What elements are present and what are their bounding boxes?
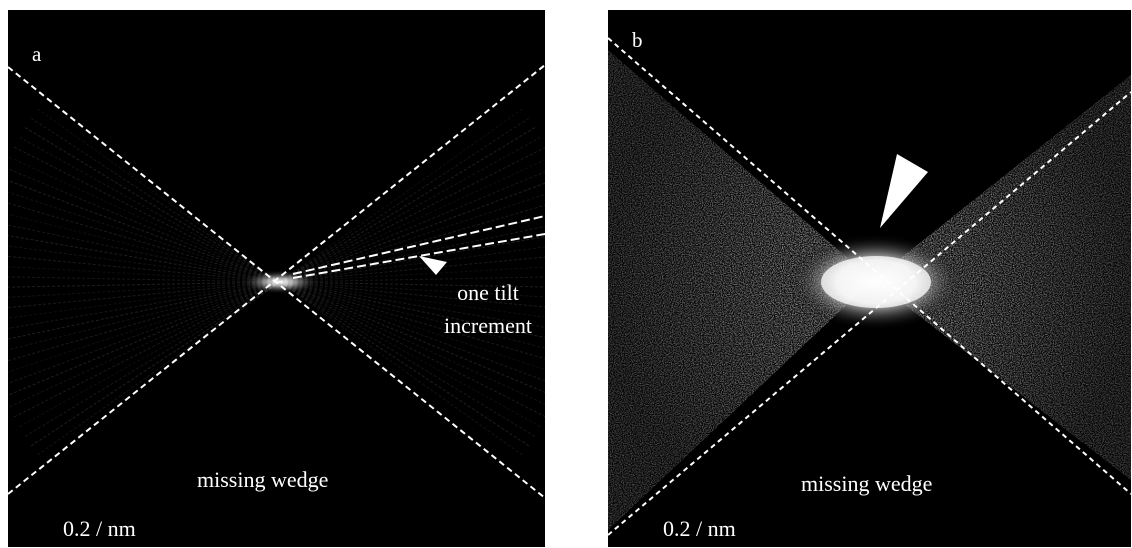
radial-streak — [279, 276, 545, 283]
radial-streak — [17, 281, 281, 429]
radial-streak — [8, 245, 281, 283]
radial-streak — [23, 281, 281, 438]
radial-streak — [8, 281, 281, 340]
radial-streak — [35, 107, 281, 283]
missing-wedge-label: missing wedge — [197, 467, 329, 492]
radial-streak — [279, 281, 545, 318]
radial-streak — [29, 116, 281, 283]
arrowhead-icon — [880, 154, 928, 228]
radial-streak — [279, 256, 545, 283]
radial-streak — [8, 180, 281, 283]
scale-label: 0.2 / nm — [63, 516, 136, 541]
radial-streak — [279, 281, 545, 360]
radial-streak — [8, 202, 281, 283]
tilt-increment-line — [292, 233, 545, 279]
radial-streak — [8, 281, 281, 329]
radial-streak — [279, 281, 545, 418]
annotation-line-1: one tilt — [457, 280, 519, 305]
radial-streak — [12, 281, 281, 419]
radial-streak — [279, 204, 545, 283]
radial-streak — [17, 135, 281, 283]
panel-b-graphic — [608, 37, 1131, 536]
radial-streak — [8, 281, 281, 396]
panel-label: b — [632, 28, 643, 52]
radial-streak — [279, 116, 531, 283]
radial-streak — [29, 281, 281, 448]
radial-streak — [279, 135, 543, 283]
scale-label: 0.2 / nm — [663, 516, 736, 541]
radial-streak — [8, 168, 281, 283]
central-bright-core — [821, 256, 931, 308]
radial-streak — [279, 281, 545, 339]
radial-streak — [8, 281, 281, 351]
tilt-increment-line — [292, 215, 545, 275]
radial-streak — [8, 281, 281, 288]
radial-streak — [279, 159, 545, 283]
radial-streak — [279, 182, 545, 283]
radial-streak — [8, 213, 281, 283]
central-bright-spot — [240, 270, 320, 294]
radial-streak — [8, 281, 281, 362]
wedge-boundary-line — [608, 37, 1131, 495]
radial-streak — [279, 281, 525, 457]
fft-panel-a: a one tilt increment missing wedge 0.2 /… — [8, 10, 545, 547]
radial-streak — [23, 126, 281, 283]
radial-streak — [8, 156, 281, 283]
radial-streak — [8, 235, 281, 283]
radial-streak — [279, 146, 545, 283]
radial-streak — [279, 281, 545, 349]
radial-streak — [279, 281, 545, 288]
radial-streak — [8, 276, 281, 283]
panel-label: a — [32, 42, 42, 66]
fft-panel-b: b missing wedge 0.2 / nm — [608, 10, 1131, 547]
radial-streak — [279, 281, 545, 382]
radial-streak — [279, 107, 525, 283]
radial-streak — [8, 191, 281, 283]
radial-streak — [279, 281, 545, 405]
radial-streak — [8, 224, 281, 283]
radial-streak — [279, 266, 545, 283]
radial-streak — [279, 281, 531, 448]
radial-streak — [8, 255, 281, 283]
radial-streak — [279, 281, 545, 308]
radial-streak — [8, 281, 281, 408]
radial-streak — [8, 281, 281, 373]
radial-streak — [279, 281, 545, 298]
radial-streak — [279, 225, 545, 283]
radial-streak — [279, 281, 545, 393]
radial-streak — [35, 281, 281, 457]
radial-streak — [8, 281, 281, 298]
missing-wedge-label: missing wedge — [801, 471, 933, 496]
arrowhead-icon — [419, 256, 447, 275]
radial-streak — [279, 281, 543, 429]
radial-streak — [279, 236, 545, 283]
radial-streak — [8, 266, 281, 283]
radial-streak — [8, 281, 281, 319]
wedge-boundary-line — [608, 91, 1131, 536]
radial-streak — [279, 281, 537, 438]
radial-streak — [279, 126, 537, 283]
radial-streak — [8, 281, 281, 384]
annotation-line-2: increment — [444, 313, 532, 338]
wedge-boundary-line — [8, 64, 545, 495]
radial-streak — [8, 281, 281, 309]
radial-streak — [279, 171, 545, 283]
radial-streak — [12, 145, 281, 283]
wedge-boundary-line — [8, 66, 545, 499]
radial-streak — [279, 281, 545, 328]
panel-a-graphic — [8, 64, 545, 499]
